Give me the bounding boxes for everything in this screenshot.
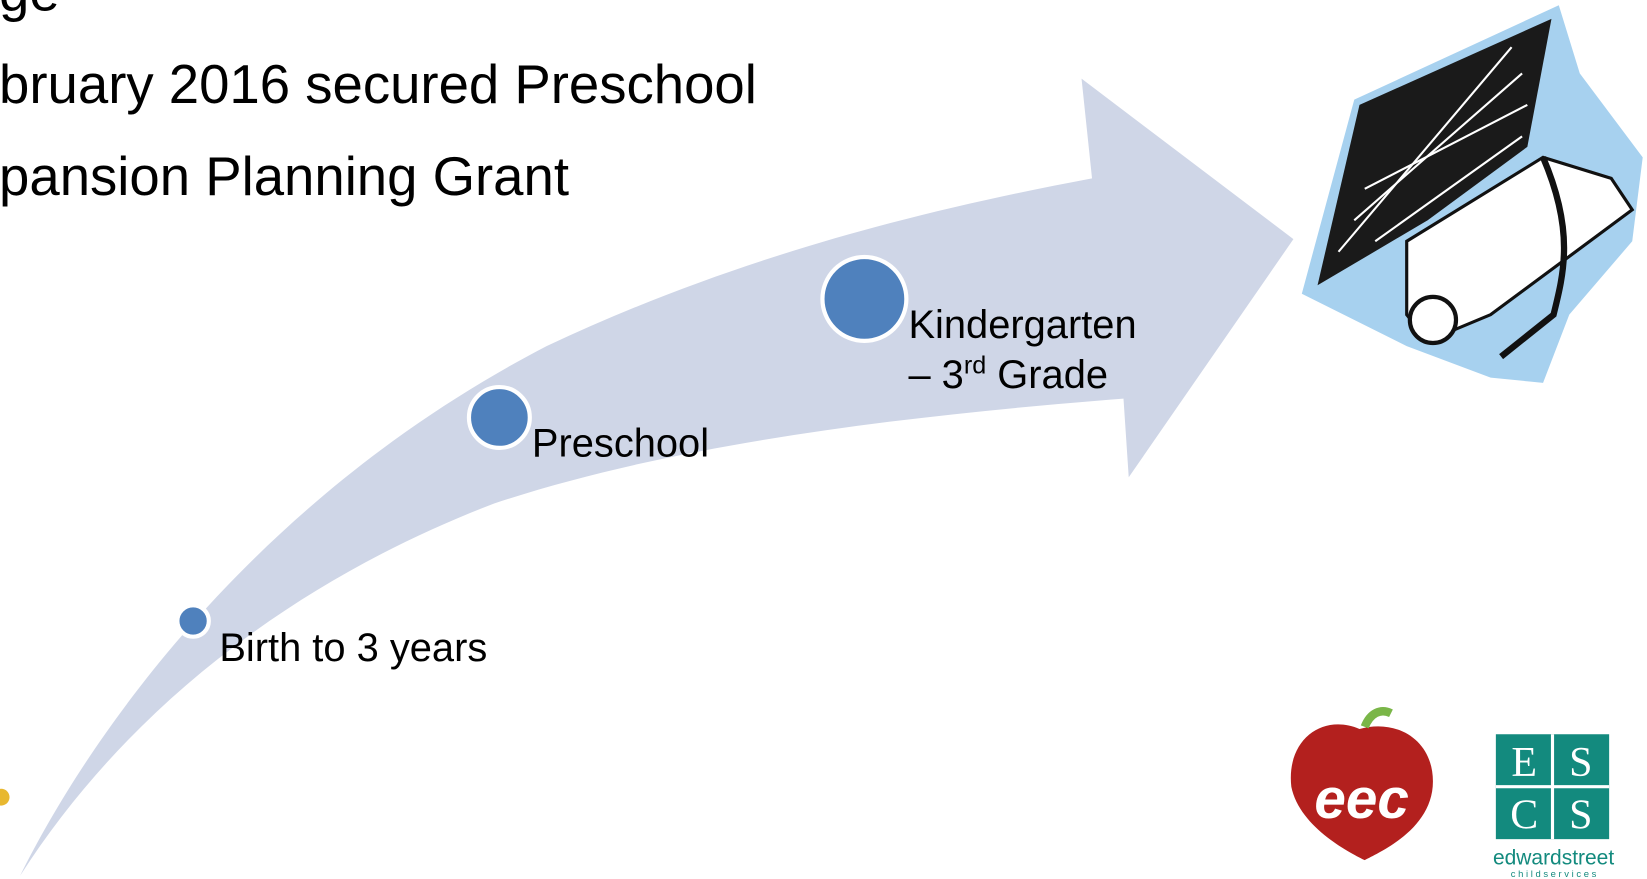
decoration [0, 789, 10, 806]
bullet-text: ge [0, 0, 60, 22]
page: ge bruary 2016 secured Preschool pansion… [0, 0, 1647, 879]
logo-letter: S [1569, 740, 1592, 786]
logo-letter: E [1511, 740, 1537, 786]
logo-text: eec [1314, 768, 1408, 831]
logo-name: edwardstreet [1493, 846, 1614, 869]
logo-letter: C [1510, 793, 1538, 839]
milestone-dot [469, 387, 530, 448]
logo-subtitle: c h i l d s e r v i c e s [1511, 869, 1597, 879]
milestone-label: Kindergarten [908, 303, 1136, 347]
graduation-cap [1302, 5, 1643, 383]
label-part: Grade [986, 353, 1108, 397]
milestone-dot [177, 605, 208, 636]
eec-logo: eec [1291, 711, 1433, 860]
milestone-label: Preschool [532, 421, 709, 465]
milestone-label: – 3rd Grade [908, 351, 1108, 397]
slide: ge bruary 2016 secured Preschool pansion… [0, 0, 1647, 879]
logo-letter: S [1569, 793, 1592, 839]
bullet-text: pansion Planning Grant [0, 146, 569, 207]
bullet-text: bruary 2016 secured Preschool [0, 54, 757, 115]
milestone-dot [822, 257, 906, 341]
escs-logo: E S C S edwardstreet c h i l d s e r v i… [1493, 734, 1614, 879]
label-sup: rd [964, 351, 986, 379]
milestone-label: Birth to 3 years [219, 626, 487, 670]
label-part: – 3 [908, 353, 963, 397]
